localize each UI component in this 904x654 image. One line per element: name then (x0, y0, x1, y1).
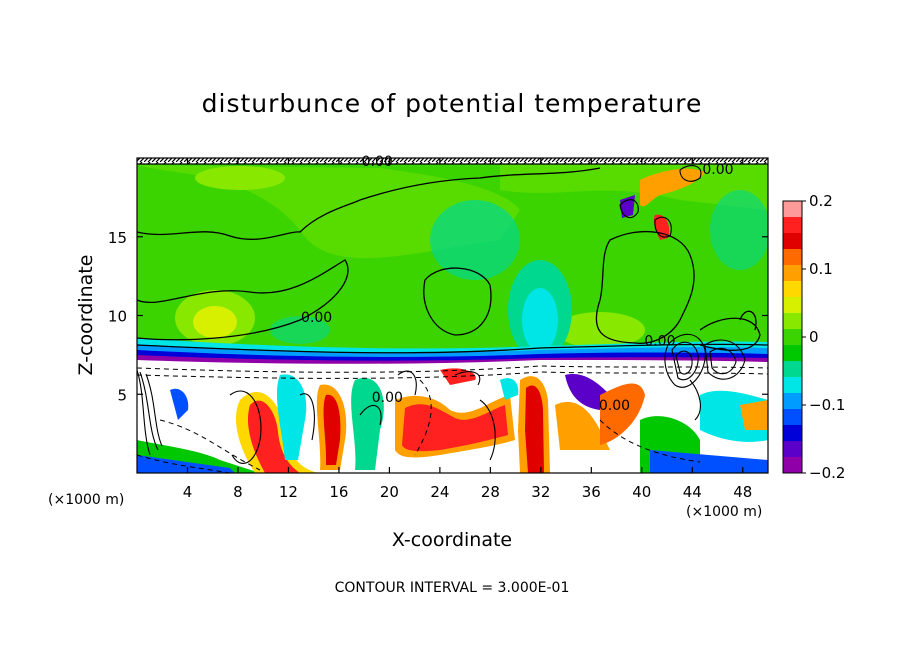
x-axis-label: X-coordinate (392, 529, 512, 551)
contour-lines (137, 167, 768, 354)
x-unit-note-left: (×1000 m) (48, 492, 124, 508)
x-tick-label: 36 (582, 483, 601, 501)
colorbar-swatch (783, 441, 802, 458)
colorbar-tick-label: −0.2 (809, 464, 845, 482)
x-tick-label: 32 (531, 483, 550, 501)
x-tick-label: 40 (632, 483, 651, 501)
negative-contour-lines (137, 365, 768, 473)
colorbar-swatch (783, 457, 802, 474)
x-tick-label: 4 (183, 483, 193, 501)
x-tick-label: 24 (430, 483, 449, 501)
cool-patch (270, 316, 330, 344)
cool-patch (430, 200, 520, 280)
colorbar-swatch (783, 249, 802, 266)
cool-patch (522, 288, 558, 352)
contour-label: 0.00 (362, 154, 393, 170)
colorbar-swatch (783, 313, 802, 330)
light-green-zone (137, 165, 520, 259)
colorbar-swatch (783, 329, 802, 346)
top-hatch-strip (137, 158, 768, 164)
colorbar-swatch (783, 265, 802, 282)
contour-label: 0.00 (599, 398, 630, 414)
x-tick-label: 8 (233, 483, 243, 501)
contour-label: 0.00 (702, 162, 733, 178)
contour-interval-note: CONTOUR INTERVAL = 3.000E-01 (335, 580, 570, 596)
y-tick-label: 5 (117, 386, 127, 404)
contour-label: 0.00 (301, 310, 332, 326)
warm-patch (555, 312, 645, 348)
chart-title: disturbunce of potential temperature (202, 89, 703, 118)
y-tick-label: 10 (108, 308, 127, 326)
colorbar-tick-label: 0.2 (809, 192, 833, 210)
x-tick-label: 28 (481, 483, 500, 501)
colorbar-swatch (783, 425, 802, 442)
lower-contours (137, 165, 746, 464)
colorbar-swatch (783, 217, 802, 234)
colorbar-swatch (783, 345, 802, 362)
y-axis-label: Z-coordinate (75, 255, 97, 376)
warm-patch (193, 306, 237, 338)
turbulent-plumes (137, 368, 768, 473)
colorbar-swatch (783, 297, 802, 314)
heatmap-field (137, 158, 768, 473)
colorbar: 0.2 0.1 0 −0.1 −0.2 (782, 192, 845, 482)
x-axis: 4 8 12 16 20 24 28 32 36 40 44 48 (183, 158, 752, 501)
contour-labels: 0.00 0.00 0.00 0.00 0.00 0.00 (301, 154, 733, 414)
colorbar-swatch (783, 233, 802, 250)
colorbar-tick-label: −0.1 (809, 396, 845, 414)
x-tick-label: 20 (380, 483, 399, 501)
colorbar-swatch (783, 201, 802, 218)
colorbar-swatch (783, 377, 802, 394)
warm-patch (195, 166, 285, 190)
contour-label: 0.00 (372, 390, 403, 406)
colorbar-tick-label: 0.1 (809, 260, 833, 278)
x-tick-label: 48 (733, 483, 752, 501)
x-tick-label: 44 (683, 483, 702, 501)
colorbar-swatch (783, 361, 802, 378)
colorbar-swatch (783, 281, 802, 298)
y-tick-label: 15 (108, 229, 127, 247)
contour-label: 0.00 (644, 333, 675, 349)
colorbar-tick-label: 0 (809, 328, 819, 346)
colorbar-swatch (783, 409, 802, 426)
x-unit-note-right: (×1000 m) (686, 504, 762, 520)
cool-patch (710, 190, 768, 270)
x-tick-label: 16 (329, 483, 348, 501)
x-tick-label: 12 (279, 483, 298, 501)
colorbar-swatch (783, 393, 802, 410)
y-axis: 5 10 15 (108, 229, 768, 404)
